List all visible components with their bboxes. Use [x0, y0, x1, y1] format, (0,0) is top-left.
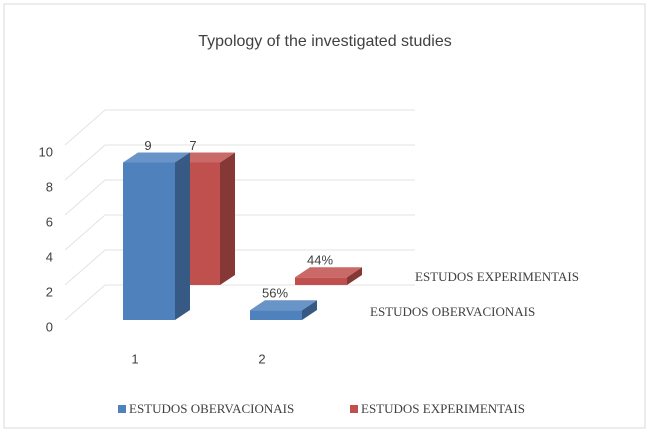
bar	[123, 162, 175, 320]
y-tick-label: 2	[46, 284, 53, 299]
x-tick-label: 2	[258, 351, 265, 366]
bar-side	[175, 152, 190, 320]
chart-border	[3, 3, 646, 429]
bar-top	[250, 300, 317, 311]
bar-top	[295, 267, 362, 278]
x-tick-label: 1	[131, 351, 138, 366]
y-tick-label: 10	[39, 144, 53, 159]
data-label: 56%	[262, 286, 288, 301]
data-label: 9	[144, 138, 151, 153]
depth-label: ESTUDOS EXPERIMENTAIS	[415, 269, 579, 284]
grid-line	[64, 179, 415, 216]
chart-title: Typology of the investigated studies	[198, 33, 452, 50]
y-tick-label: 8	[46, 179, 53, 194]
bar-top	[123, 152, 190, 163]
bar-side	[220, 152, 235, 285]
depth-label: ESTUDOS OBERVACIONAIS	[370, 304, 535, 319]
legend-label: ESTUDOS OBERVACIONAIS	[129, 401, 294, 416]
legend-swatch	[350, 405, 358, 413]
data-label: 44%	[307, 253, 333, 268]
bar	[295, 277, 347, 285]
bar-side	[347, 267, 362, 285]
y-tick-label: 6	[46, 214, 53, 229]
bar-side	[302, 300, 317, 320]
y-tick-label: 0	[46, 319, 53, 334]
grid-line	[64, 249, 415, 286]
data-label: 7	[189, 138, 196, 153]
bar	[250, 310, 302, 320]
grid-line	[64, 109, 415, 146]
legend-swatch	[118, 405, 126, 413]
grid-line	[64, 214, 415, 251]
grid-line	[64, 144, 415, 181]
y-tick-label: 4	[46, 249, 53, 264]
legend-label: ESTUDOS EXPERIMENTAIS	[361, 401, 525, 416]
